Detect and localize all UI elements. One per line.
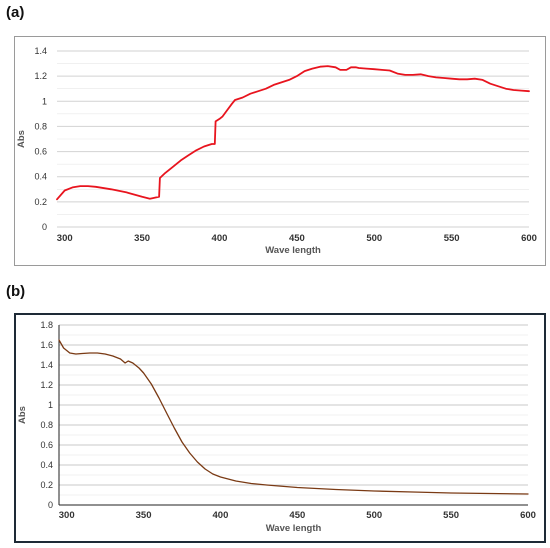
y-tick-label: 0.2 <box>40 480 53 490</box>
y-tick-label: 0.8 <box>34 121 47 131</box>
y-tick-label: 0 <box>48 500 53 510</box>
x-tick-label: 600 <box>520 510 536 521</box>
x-tick-label: 550 <box>443 510 459 521</box>
chart-svg: 0 0.2 0.4 0.6 0.8 1 1.2 1.4 1.6 1.8 300 350 400 450 50… <box>17 320 536 534</box>
x-tick-label: 350 <box>134 233 150 244</box>
y-tick-label: 1.8 <box>40 320 53 330</box>
chart-b: 0 0.2 0.4 0.6 0.8 1 1.2 1.4 1.6 1.8 300 350 400 450 50… <box>14 313 546 543</box>
x-tick-label: 500 <box>366 510 382 521</box>
y-tick-label: 1 <box>42 96 47 106</box>
y-axis-label: Abs <box>17 406 28 424</box>
panel-b-label: (b) <box>6 283 26 300</box>
chart-a: 0 0.2 0.4 0.6 0.8 1 1.2 1.4 300 350 400 450 500 550 60… <box>14 36 546 266</box>
x-tick-label: 500 <box>366 233 382 244</box>
x-tick-label: 600 <box>521 233 537 244</box>
y-tick-label: 1.2 <box>34 71 47 81</box>
y-tick-label: 1.2 <box>40 380 53 390</box>
y-axis-label: Abs <box>16 130 27 148</box>
x-tick-label: 400 <box>213 510 229 521</box>
y-tick-label: 1.4 <box>34 46 47 56</box>
panel-a-label: (a) <box>6 4 25 21</box>
x-tick-label: 450 <box>289 233 305 244</box>
x-tick-label: 300 <box>57 233 73 244</box>
series-line-0 <box>56 65 530 201</box>
y-tick-label: 0.8 <box>40 420 53 430</box>
y-tick-label: 0.6 <box>34 147 47 157</box>
y-tick-label: 0.4 <box>40 460 53 470</box>
y-tick-label: 0 <box>42 222 47 232</box>
x-tick-label: 350 <box>136 510 152 521</box>
series-line-0 <box>58 339 529 495</box>
x-axis-label: Wave length <box>266 523 322 534</box>
y-tick-label: 0.2 <box>34 197 47 207</box>
y-tick-label: 1.4 <box>40 360 53 370</box>
x-tick-label: 300 <box>59 510 75 521</box>
x-tick-label: 400 <box>212 233 228 244</box>
y-tick-label: 1 <box>48 400 53 410</box>
x-tick-label: 550 <box>444 233 460 244</box>
x-tick-label: 450 <box>289 510 305 521</box>
chart-svg: 0 0.2 0.4 0.6 0.8 1 1.2 1.4 300 350 400 450 500 550 60… <box>16 46 537 256</box>
y-tick-label: 0.6 <box>40 440 53 450</box>
y-tick-label: 1.6 <box>40 340 53 350</box>
y-tick-label: 0.4 <box>34 172 47 182</box>
x-axis-label: Wave length <box>265 245 321 256</box>
